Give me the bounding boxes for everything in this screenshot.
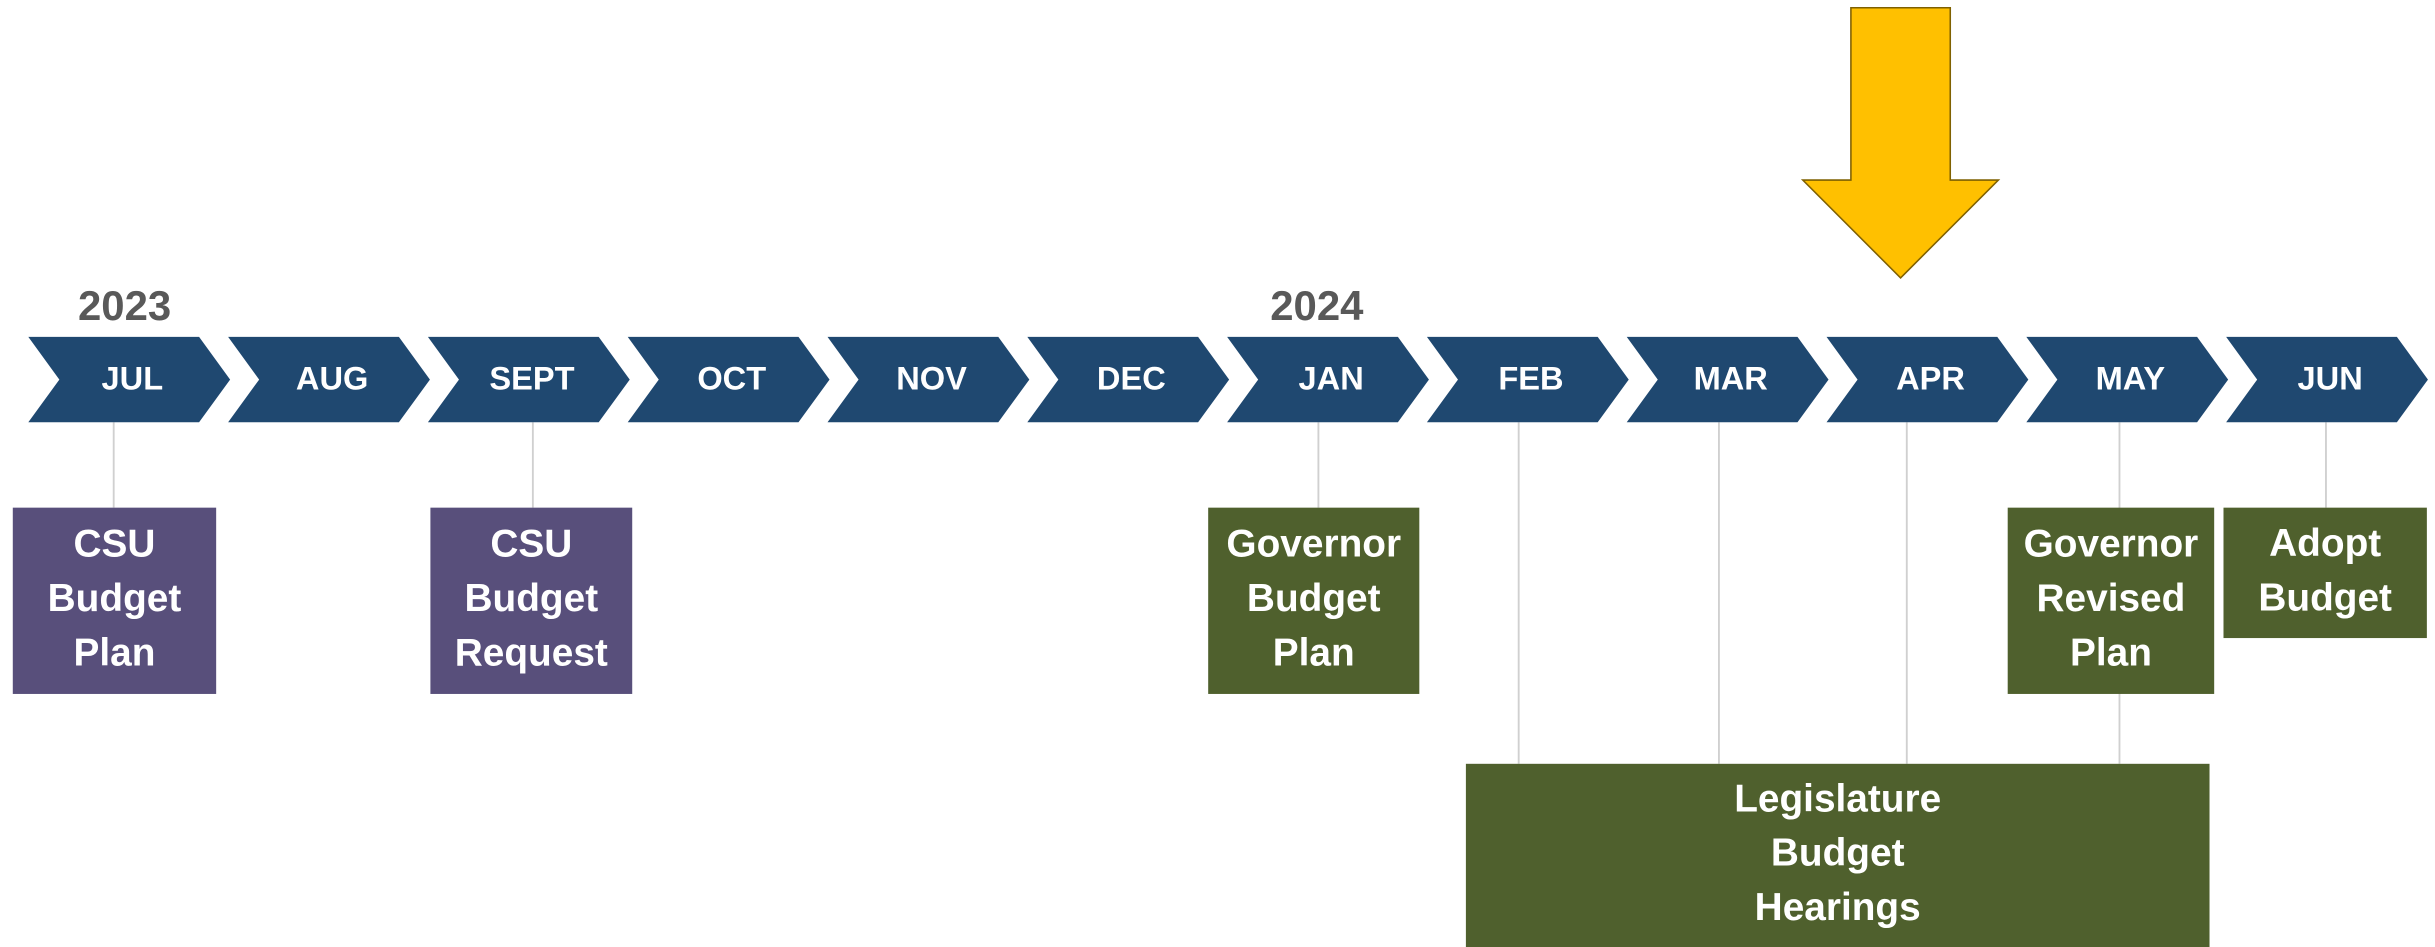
month-label: AUG — [296, 360, 368, 397]
event-box — [2223, 507, 2427, 639]
month-chevron — [2226, 336, 2428, 423]
event-label: Legislature — [1734, 777, 1941, 820]
event-box — [430, 507, 633, 694]
event-label: Governor — [1226, 523, 1401, 566]
event-box — [12, 507, 217, 694]
event-label: Adopt — [2269, 522, 2381, 565]
event-label: Plan — [74, 631, 156, 674]
month-chevron — [1826, 336, 2029, 423]
event-label: Budget — [1771, 832, 1905, 875]
month-label: NOV — [896, 360, 967, 397]
event-box — [2007, 507, 2215, 694]
month-chevron — [427, 336, 630, 423]
year-label: 2023 — [78, 282, 171, 329]
month-chevron — [1227, 336, 1429, 423]
month-chevron — [1027, 336, 1230, 423]
event-label: Hearings — [1755, 886, 1921, 929]
event-label: Budget — [2258, 576, 2392, 619]
month-chevron — [827, 336, 1030, 423]
month-label: MAR — [1694, 360, 1768, 397]
month-label: APR — [1896, 360, 1965, 397]
current-arrow — [1800, 6, 2001, 279]
event-label: CSU — [490, 523, 572, 566]
month-chevron — [28, 336, 231, 423]
event-label: Budget — [48, 577, 182, 620]
month-label: OCT — [697, 360, 766, 397]
month-label: DEC — [1097, 360, 1166, 397]
event-box — [1465, 763, 2210, 947]
event-label: Plan — [1273, 631, 1355, 674]
month-chevron — [2026, 336, 2229, 423]
month-chevron — [627, 336, 830, 423]
month-chevron — [1426, 336, 1629, 423]
month-chevron — [1626, 336, 1829, 423]
month-label: JAN — [1299, 360, 1364, 397]
month-label: SEPT — [489, 360, 574, 397]
connectors — [112, 422, 2327, 764]
event-label: CSU — [74, 523, 156, 566]
month-label: JUL — [102, 360, 164, 397]
event-label: Governor — [2024, 523, 2199, 566]
event-label: Request — [455, 631, 608, 674]
month-label: FEB — [1498, 360, 1563, 397]
month-label: JUN — [2298, 360, 2363, 397]
event-label: Revised — [2037, 577, 2186, 620]
month-label: MAY — [2096, 360, 2166, 397]
event-label: Budget — [465, 577, 599, 620]
year-label: 2024 — [1270, 282, 1364, 329]
event-label: Budget — [1247, 577, 1381, 620]
event-box — [1208, 507, 1420, 694]
event-label: Plan — [2070, 631, 2152, 674]
month-chevron — [228, 336, 430, 423]
